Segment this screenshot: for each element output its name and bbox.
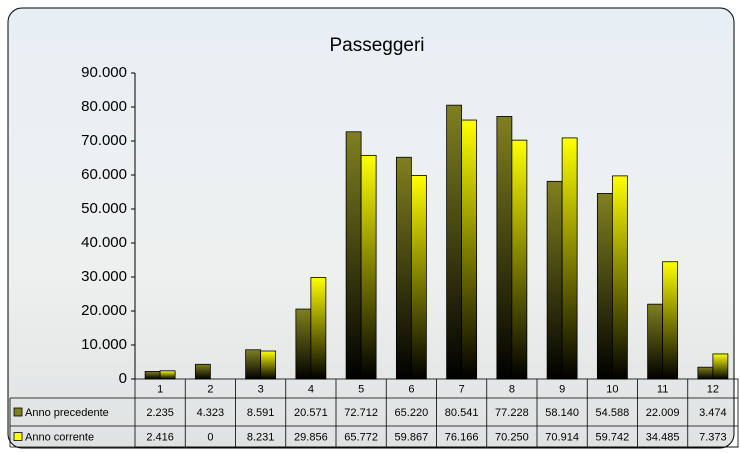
data-label: 3.474	[699, 407, 727, 419]
bar	[245, 349, 262, 380]
data-label: 59.742	[596, 431, 630, 443]
bar	[611, 175, 628, 380]
data-label: 20.571	[294, 407, 328, 419]
data-label: 2.235	[146, 407, 174, 419]
y-tick-label: 90.000	[81, 64, 127, 81]
y-tick-label: 20.000	[81, 302, 127, 319]
bar	[410, 175, 427, 380]
bar	[360, 154, 377, 380]
bar	[647, 303, 664, 380]
y-tick-label: 30.000	[81, 268, 127, 285]
data-label: 58.140	[545, 407, 579, 419]
x-tick-label: 6	[408, 383, 414, 395]
x-tick-label: 2	[207, 383, 213, 395]
bar	[295, 308, 312, 380]
data-label: 8.231	[247, 431, 275, 443]
data-label: 54.588	[596, 407, 630, 419]
legend-key	[13, 407, 23, 417]
data-label: 8.591	[247, 407, 275, 419]
y-tick-label: 10.000	[81, 336, 127, 353]
data-label: 22.009	[646, 407, 680, 419]
x-tick-label: 11	[657, 383, 668, 395]
bar	[345, 131, 362, 380]
chart-title: Passeggeri	[329, 35, 424, 56]
bar	[596, 193, 613, 380]
y-tick-label: 0	[119, 370, 127, 387]
x-tick-label: 10	[606, 383, 618, 395]
bar	[194, 363, 211, 380]
y-tick-label: 80.000	[81, 98, 127, 115]
x-tick-label: 4	[308, 383, 314, 395]
x-tick-label: 3	[258, 383, 264, 395]
data-label: 65.772	[344, 431, 378, 443]
bar	[496, 116, 513, 380]
bar	[511, 139, 528, 380]
bar	[260, 350, 277, 380]
data-label: 76.166	[445, 431, 479, 443]
data-label: 34.485	[646, 431, 680, 443]
legend-label: Anno corrente	[25, 431, 94, 443]
data-label: 80.541	[445, 407, 479, 419]
bar	[159, 370, 176, 380]
bar	[310, 277, 327, 380]
bar	[546, 180, 563, 380]
bar	[144, 371, 161, 380]
data-label: 4.323	[197, 407, 225, 419]
y-tick-label: 70.000	[81, 132, 127, 149]
bar	[561, 137, 578, 380]
bar	[662, 261, 679, 380]
data-label: 65.220	[395, 407, 429, 419]
data-label: 77.228	[495, 407, 529, 419]
data-label: 0	[207, 431, 213, 443]
y-tick-label: 60.000	[81, 166, 127, 183]
data-label: 72.712	[344, 407, 378, 419]
data-label: 2.416	[146, 431, 174, 443]
data-label: 7.373	[699, 431, 727, 443]
data-label: 70.250	[495, 431, 529, 443]
data-label: 59.867	[395, 431, 429, 443]
x-tick-label: 8	[509, 383, 515, 395]
bar	[712, 353, 729, 380]
legend-label: Anno precedente	[25, 407, 109, 419]
legend-key	[13, 432, 23, 441]
data-label: 29.856	[294, 431, 328, 443]
x-tick-label: 7	[459, 383, 465, 395]
bar	[446, 104, 463, 380]
x-tick-label: 1	[157, 383, 163, 395]
x-tick-label: 9	[559, 383, 565, 395]
y-tick-label: 40.000	[81, 234, 127, 251]
data-label: 70.914	[545, 431, 579, 443]
x-tick-label: 5	[358, 383, 364, 395]
bar	[697, 366, 714, 380]
bar	[395, 156, 412, 380]
x-tick-label: 12	[707, 383, 719, 395]
bar	[461, 119, 478, 380]
y-tick-label: 50.000	[81, 200, 127, 217]
